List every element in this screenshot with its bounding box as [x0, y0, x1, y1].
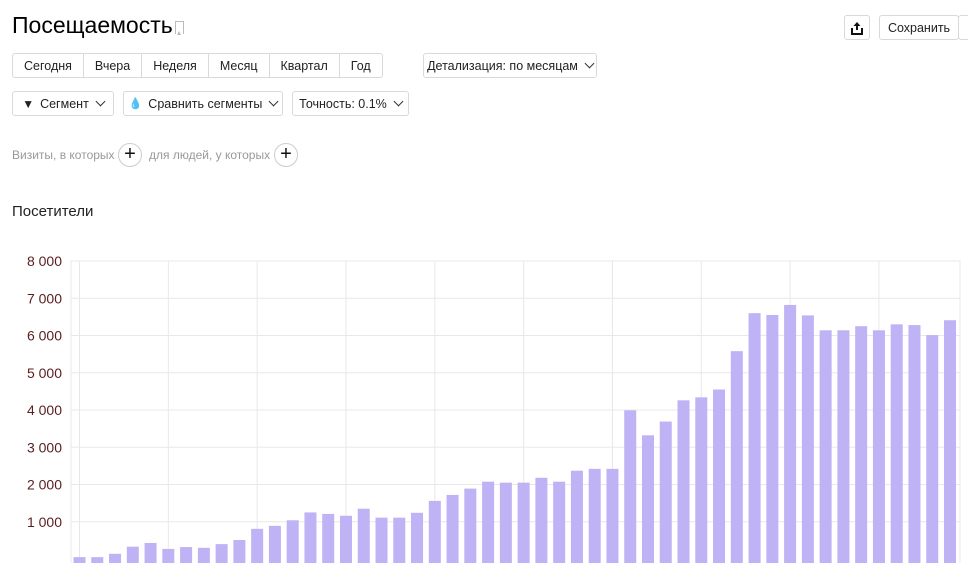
bar: [322, 513, 335, 563]
bar: [766, 315, 779, 563]
y-tick-label: 8 000: [27, 253, 62, 269]
bar: [855, 326, 868, 563]
bar: [819, 330, 832, 563]
y-tick-label: 2 000: [27, 477, 62, 493]
bar: [499, 482, 512, 563]
period-year[interactable]: Год: [350, 58, 371, 73]
bar: [428, 500, 441, 563]
bar: [588, 468, 601, 563]
save-menu-button[interactable]: [958, 15, 968, 40]
bar: [144, 542, 157, 563]
bar: [268, 525, 281, 563]
bar: [411, 512, 424, 563]
y-tick-label: 1 000: [27, 514, 62, 530]
section-title: Посетители: [12, 203, 94, 220]
y-tick-label: 4 000: [27, 402, 62, 418]
bar: [944, 320, 956, 563]
bar: [251, 528, 264, 563]
bar: [109, 553, 122, 563]
period-week[interactable]: Неделя: [142, 54, 209, 77]
accuracy-dropdown[interactable]: Точность: 0.1%: [292, 91, 409, 116]
segment-dropdown[interactable]: ▼ Сегмент: [12, 91, 114, 116]
y-tick-label: 3 000: [27, 439, 62, 455]
bookmark-icon[interactable]: [175, 21, 184, 35]
bar: [908, 325, 921, 563]
bar: [535, 477, 548, 563]
bar: [126, 546, 139, 563]
bar: [393, 517, 406, 563]
y-tick-label: 7 000: [27, 290, 62, 306]
bar: [446, 494, 459, 563]
bar: [339, 515, 352, 563]
share-icon: [851, 21, 863, 35]
bar: [659, 421, 672, 563]
compare-segments-dropdown[interactable]: 💧 Сравнить сегменты: [123, 91, 283, 116]
compare-label: Сравнить сегменты: [148, 96, 263, 111]
bar: [464, 488, 477, 563]
y-tick-label: 6 000: [27, 328, 62, 344]
bar: [872, 330, 885, 563]
bar: [890, 324, 903, 563]
bar: [926, 335, 939, 563]
bar: [91, 557, 104, 563]
bar: [695, 397, 708, 563]
bar: [215, 544, 228, 563]
accuracy-label: Точность: 0.1%: [299, 96, 387, 111]
detail-label: Детализация: по месяцам: [427, 58, 578, 73]
period-month[interactable]: Месяц: [209, 54, 270, 77]
y-tick-label: 5 000: [27, 365, 62, 381]
bar: [677, 400, 690, 563]
bar: [801, 315, 814, 563]
filter-icon: ▼: [22, 96, 35, 111]
add-visits-condition-button[interactable]: +: [118, 143, 142, 167]
bar: [375, 517, 388, 563]
bar: [748, 313, 761, 563]
people-condition-label: для людей, у которых: [149, 148, 271, 162]
period-yesterday[interactable]: Вчера: [84, 54, 143, 77]
bar: [162, 548, 175, 563]
visits-condition-label: Визиты, в которых: [12, 148, 115, 162]
bar: [482, 481, 495, 563]
bar: [784, 304, 797, 563]
add-people-condition-button[interactable]: +: [274, 143, 298, 167]
bar: [606, 468, 619, 563]
bar: [286, 520, 299, 563]
bar: [233, 540, 246, 563]
period-quarter[interactable]: Квартал: [270, 54, 340, 77]
drops-icon: 💧: [128, 98, 143, 110]
page-title: Посещаемость: [12, 12, 173, 38]
save-button[interactable]: Сохранить: [879, 15, 959, 40]
bar: [73, 557, 86, 563]
share-button[interactable]: [844, 15, 870, 40]
bar: [641, 435, 654, 563]
bar: [357, 508, 370, 563]
bar: [713, 389, 726, 563]
bar: [553, 481, 566, 563]
segment-label: Сегмент: [40, 96, 89, 111]
bar: [180, 547, 193, 563]
bar: [730, 351, 743, 563]
bar: [837, 330, 850, 563]
bar: [197, 547, 210, 563]
period-selector: Сегодня Вчера Неделя Месяц Квартал Год: [12, 53, 383, 78]
bar: [304, 512, 317, 563]
bar: [624, 410, 637, 563]
period-today[interactable]: Сегодня: [13, 54, 84, 77]
bar: [570, 470, 583, 563]
detail-dropdown[interactable]: Детализация: по месяцам: [423, 53, 597, 78]
bar: [517, 482, 530, 563]
